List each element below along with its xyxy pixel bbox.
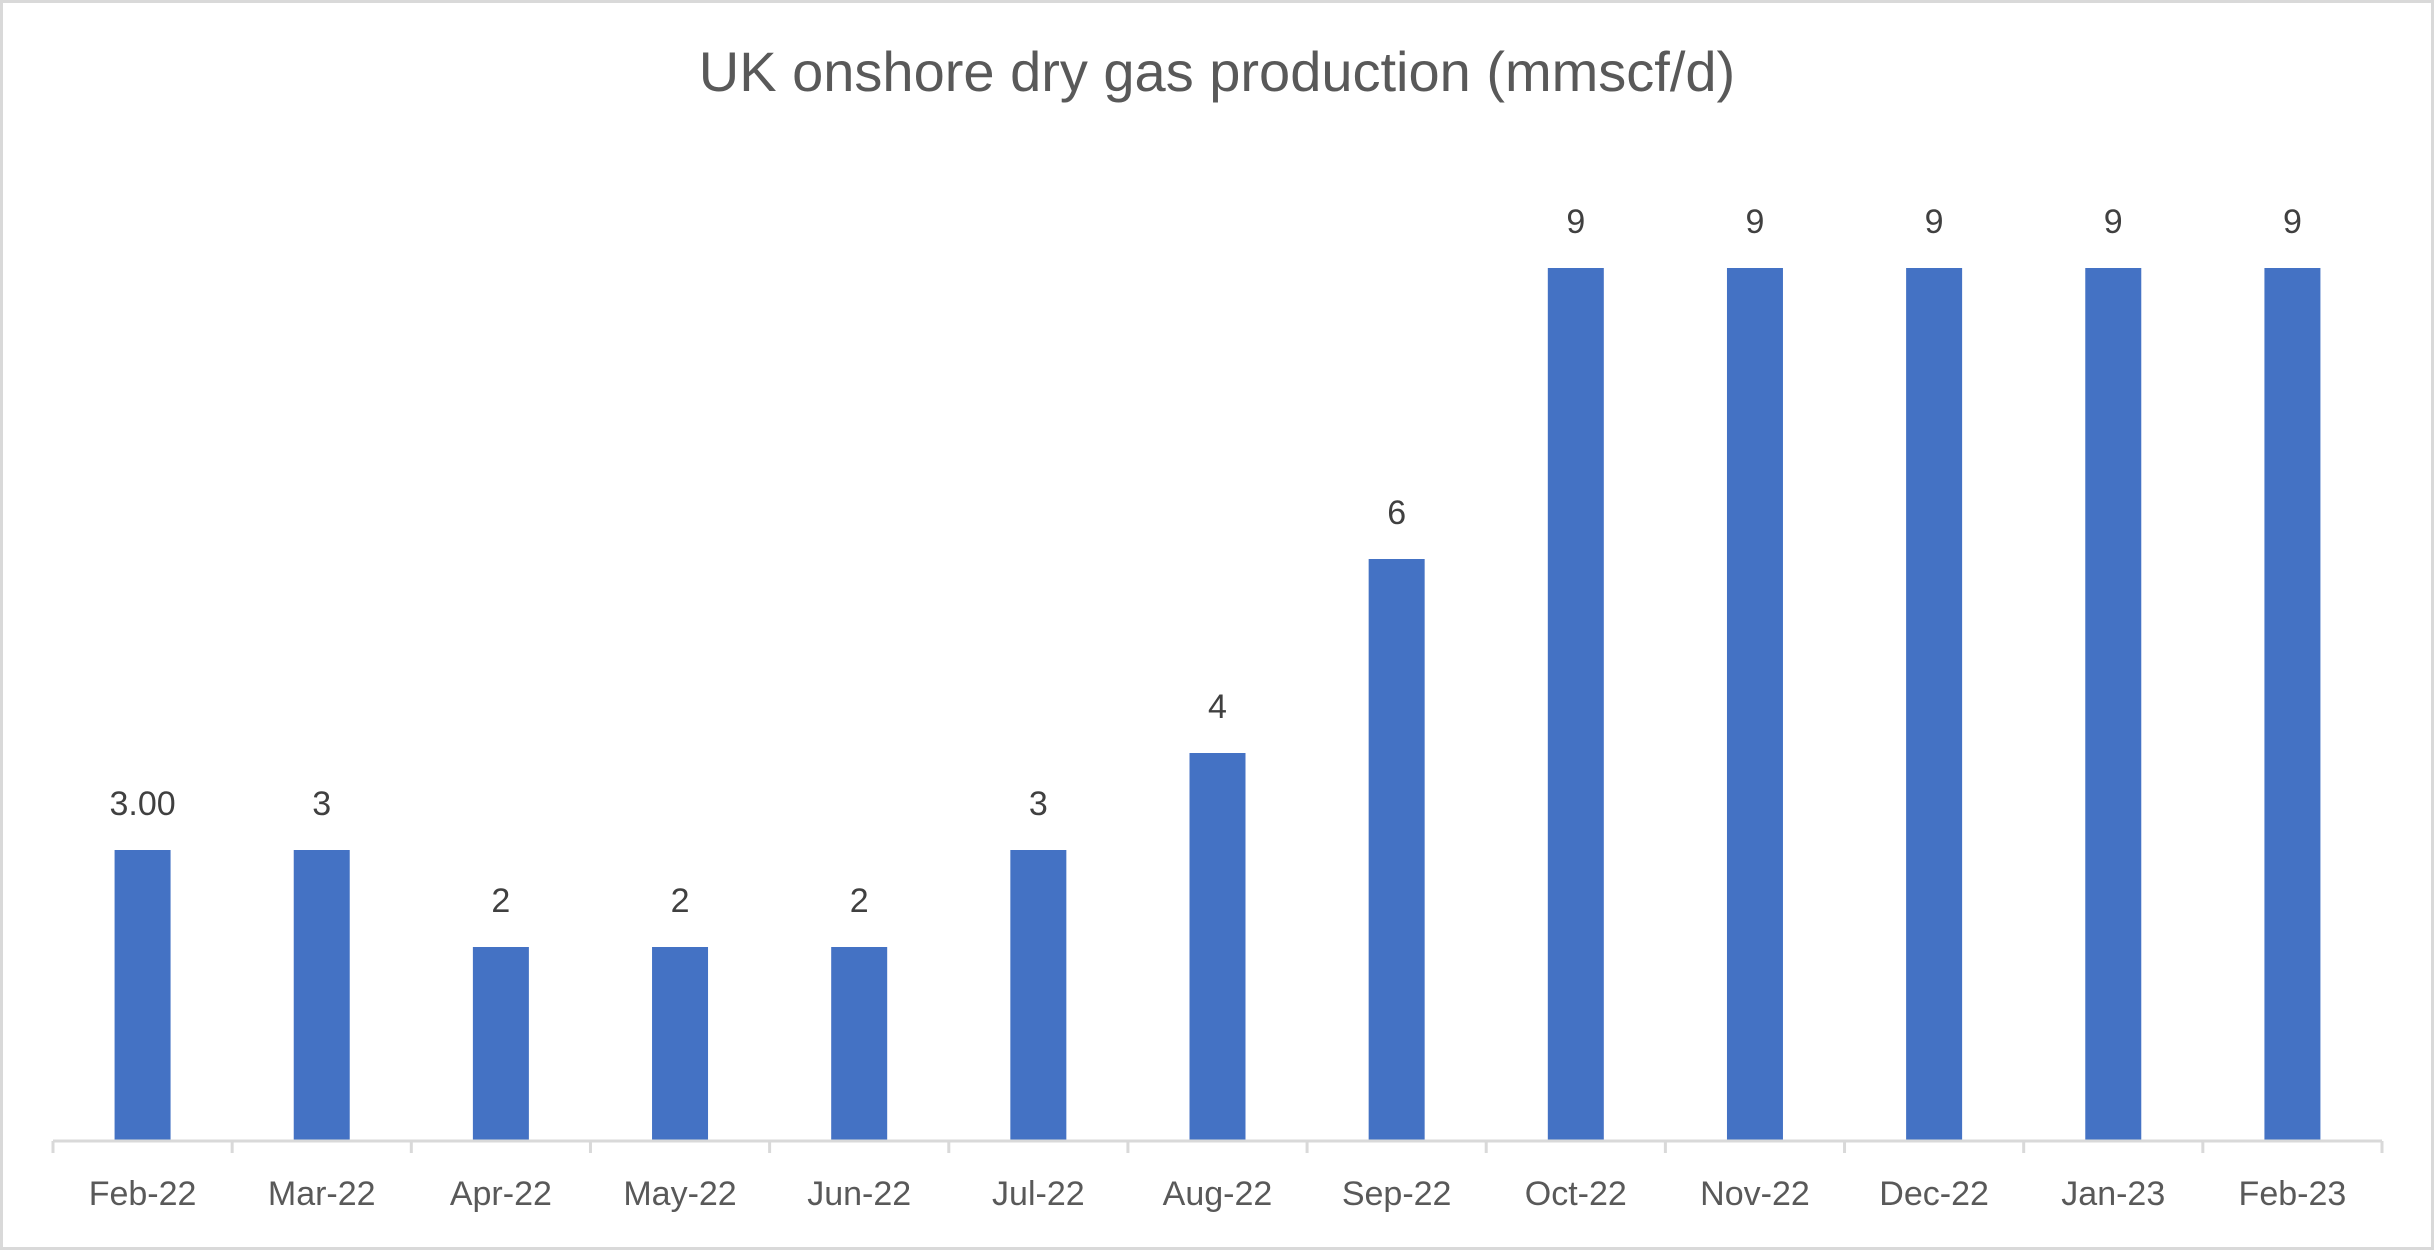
bar bbox=[2264, 268, 2321, 1141]
bar bbox=[1726, 268, 1783, 1141]
bar bbox=[114, 850, 171, 1141]
bar bbox=[1368, 559, 1425, 1141]
data-label: 4 bbox=[1208, 688, 1227, 726]
data-label: 3 bbox=[312, 785, 331, 823]
x-tick-label: Jun-22 bbox=[807, 1175, 911, 1213]
x-tick-label: Jul-22 bbox=[992, 1175, 1085, 1213]
x-tick-label: Aug-22 bbox=[1163, 1175, 1273, 1213]
bar bbox=[1547, 268, 1604, 1141]
x-tick-label: Mar-22 bbox=[268, 1175, 376, 1213]
bar bbox=[652, 947, 709, 1141]
data-label: 3 bbox=[1029, 785, 1048, 823]
data-label: 9 bbox=[2283, 203, 2302, 241]
chart-title: UK onshore dry gas production (mmscf/d) bbox=[699, 40, 1735, 103]
bar bbox=[2085, 268, 2142, 1141]
x-tick-label: Feb-22 bbox=[89, 1175, 197, 1213]
x-tick-label: Sep-22 bbox=[1342, 1175, 1452, 1213]
x-tick-label: May-22 bbox=[623, 1175, 736, 1213]
x-tick-label: Jan-23 bbox=[2061, 1175, 2165, 1213]
x-tick-label: Feb-23 bbox=[2239, 1175, 2347, 1213]
bar bbox=[831, 947, 888, 1141]
data-label: 9 bbox=[1566, 203, 1585, 241]
data-label: 9 bbox=[1746, 203, 1765, 241]
x-tick-label: Nov-22 bbox=[1700, 1175, 1810, 1213]
data-label: 2 bbox=[850, 882, 869, 920]
x-tick-label: Oct-22 bbox=[1525, 1175, 1627, 1213]
data-label: 3.00 bbox=[109, 785, 175, 823]
bar bbox=[293, 850, 350, 1141]
x-tick-label: Dec-22 bbox=[1879, 1175, 1989, 1213]
bar bbox=[1906, 268, 1963, 1141]
x-tick-label: Apr-22 bbox=[450, 1175, 552, 1213]
bar bbox=[1189, 753, 1246, 1141]
data-label: 2 bbox=[671, 882, 690, 920]
bar bbox=[472, 947, 529, 1141]
data-label: 9 bbox=[2104, 203, 2123, 241]
data-label: 9 bbox=[1925, 203, 1944, 241]
data-label: 6 bbox=[1387, 494, 1406, 532]
bar bbox=[1010, 850, 1067, 1141]
data-label: 2 bbox=[491, 882, 510, 920]
